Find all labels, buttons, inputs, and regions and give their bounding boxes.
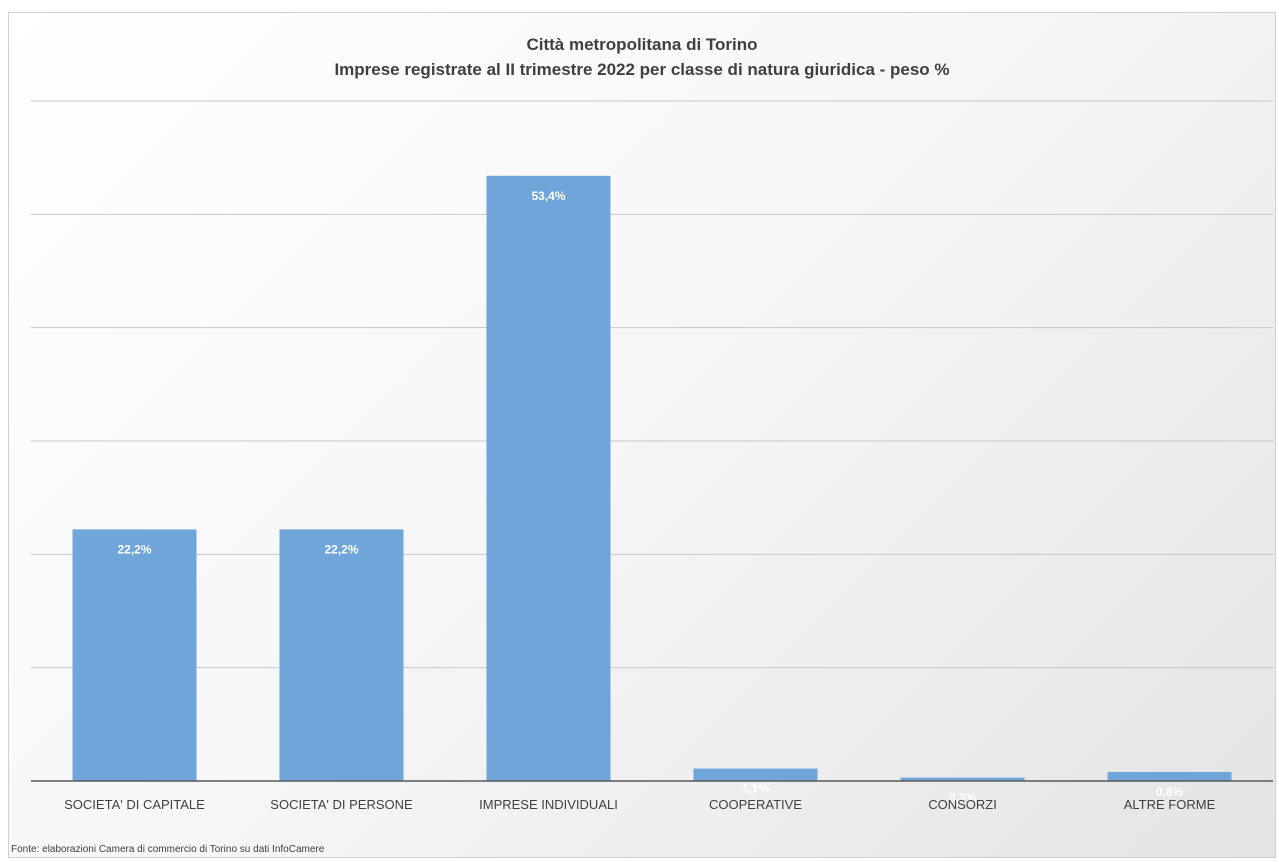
category-label: CONSORZI <box>928 797 997 812</box>
data-label: 1,1% <box>742 782 770 796</box>
chart-area: Città metropolitana di Torino Imprese re… <box>8 12 1276 858</box>
bar <box>486 175 611 782</box>
data-label: 53,4% <box>531 189 565 203</box>
chart-title-line: Città metropolitana di Torino <box>526 35 758 54</box>
category-label: SOCIETA' DI CAPITALE <box>64 797 205 812</box>
bar <box>900 777 1025 781</box>
source-note: Fonte: elaborazioni Camera di commercio … <box>11 844 325 855</box>
category-label: ALTRE FORME <box>1124 797 1216 812</box>
chart-subtitle-line: Imprese registrate al II trimestre 2022 … <box>334 60 950 79</box>
bar-plot: 22,2% SOCIETA' DI CAPITALE 22,2% SOCIETA' D… <box>31 100 1273 812</box>
data-label: 0,8% <box>1156 785 1184 799</box>
data-label: 22,2% <box>117 542 151 556</box>
chart-title: Città metropolitana di Torino Imprese re… <box>9 32 1275 82</box>
bar <box>693 768 818 781</box>
bar <box>279 529 404 781</box>
data-label: 0,3% <box>949 791 977 805</box>
category-label: IMPRESE INDIVIDUALI <box>479 797 618 812</box>
category-label: SOCIETA' DI PERSONE <box>270 797 413 812</box>
bar <box>72 529 197 781</box>
category-label: COOPERATIVE <box>709 797 802 812</box>
bar <box>1107 771 1232 781</box>
data-label: 22,2% <box>324 542 358 556</box>
